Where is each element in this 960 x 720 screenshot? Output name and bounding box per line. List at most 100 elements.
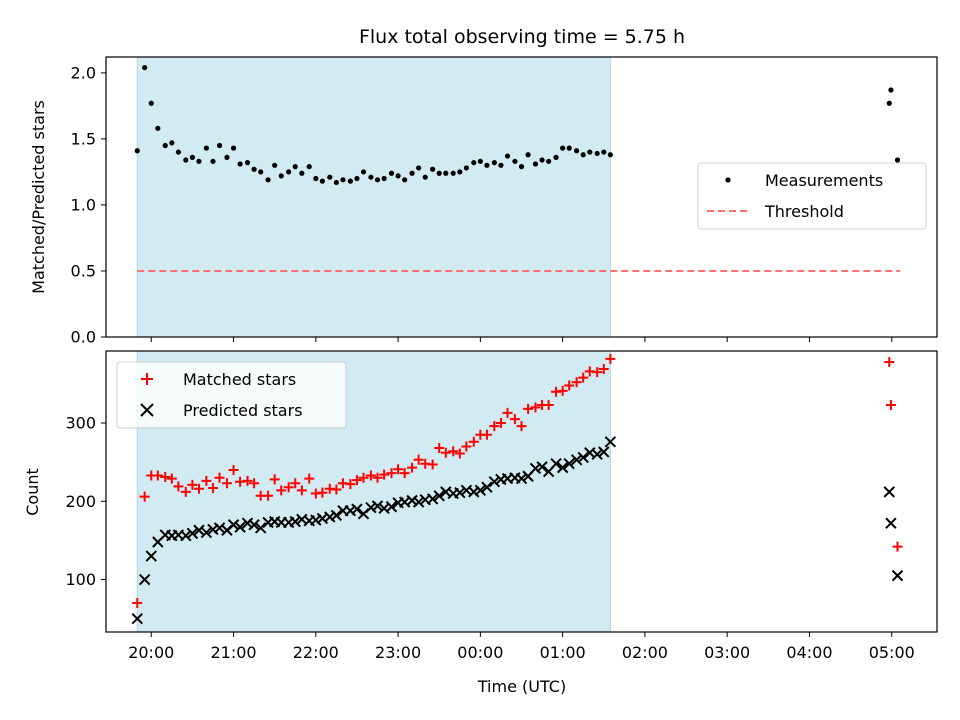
legend-label: Threshold — [764, 202, 844, 221]
data-point — [324, 511, 336, 523]
data-point — [457, 169, 463, 175]
data-point — [180, 486, 191, 497]
x-tick-label: 02:00 — [622, 643, 668, 662]
data-point — [587, 149, 593, 155]
x-tick-label: 21:00 — [210, 643, 256, 662]
data-point — [230, 145, 237, 151]
data-point — [448, 446, 459, 457]
data-point — [525, 152, 531, 158]
data-point — [381, 175, 387, 182]
data-point — [265, 177, 271, 183]
x-axis-label: Time (UTC) — [477, 677, 566, 696]
data-point — [440, 447, 451, 458]
data-point — [560, 145, 566, 151]
data-point — [216, 142, 223, 149]
data-point — [134, 148, 140, 154]
data-point — [203, 145, 209, 151]
data-point — [183, 157, 189, 163]
data-point — [162, 142, 168, 149]
data-point — [304, 473, 315, 484]
data-point — [481, 429, 492, 440]
data-point — [360, 169, 367, 175]
data-point — [248, 519, 260, 531]
data-point — [598, 364, 609, 375]
x-tick-label: 04:00 — [786, 643, 832, 662]
data-point — [292, 164, 298, 170]
data-point — [249, 478, 260, 489]
series-predicted-stars — [131, 436, 904, 625]
data-point — [477, 158, 483, 164]
y-tick-label: 2.0 — [71, 63, 96, 82]
data-point — [434, 443, 445, 454]
data-point — [385, 501, 398, 513]
top-y-axis-label: Matched/Predicted stars — [29, 100, 48, 294]
top-legend: Measurements Threshold — [697, 162, 927, 230]
data-point — [883, 486, 895, 498]
data-point — [594, 150, 600, 157]
data-point — [340, 177, 346, 183]
y-tick-label: 300 — [65, 414, 96, 433]
series-matched-stars — [132, 353, 903, 609]
data-point — [319, 178, 325, 184]
data-point — [515, 472, 528, 485]
x-tick-label: 00:00 — [457, 643, 503, 662]
legend-marker — [140, 403, 154, 417]
data-point — [474, 484, 487, 497]
data-point — [327, 174, 333, 180]
top-panel: 0.0 0.5 1.0 1.5 2.0 Measurements Threshold — [71, 56, 938, 347]
data-point — [566, 145, 572, 151]
data-point — [310, 514, 322, 526]
series-measurements — [134, 64, 901, 186]
data-point — [345, 479, 356, 490]
bottom-panel-frame — [105, 350, 938, 633]
data-point — [574, 148, 580, 154]
data-point — [193, 483, 204, 494]
data-point — [891, 569, 904, 582]
data-point — [530, 402, 541, 413]
data-point — [570, 454, 583, 466]
data-point — [885, 400, 896, 411]
data-point — [463, 165, 469, 171]
data-point — [416, 165, 422, 171]
data-point — [556, 461, 569, 474]
top-panel-frame — [105, 56, 938, 338]
data-point — [132, 598, 143, 609]
plot-layer: 0.0 0.5 1.0 1.5 2.0 Measurements Threshold 100 2… — [65, 56, 938, 662]
data-point — [489, 421, 500, 432]
data-point — [224, 154, 230, 160]
data-point — [210, 158, 216, 164]
data-point — [175, 149, 182, 155]
data-point — [160, 472, 171, 483]
legend-marker — [141, 373, 153, 385]
data-point — [512, 158, 518, 164]
data-point — [591, 448, 603, 461]
x-tick-label: 22:00 — [293, 643, 339, 662]
data-point — [152, 470, 163, 481]
data-point — [563, 458, 575, 470]
data-point — [237, 161, 243, 167]
data-point — [386, 468, 397, 479]
data-point — [278, 173, 284, 179]
data-point — [193, 524, 205, 536]
data-point — [888, 87, 894, 93]
data-point — [516, 421, 527, 432]
data-point — [207, 523, 219, 536]
data-point — [598, 446, 610, 458]
data-point — [399, 468, 410, 479]
data-point — [201, 475, 212, 486]
data-point — [504, 153, 511, 159]
data-point — [601, 149, 607, 155]
data-point — [529, 462, 542, 475]
legend-label: Measurements — [765, 171, 883, 190]
data-point — [166, 473, 177, 484]
data-point — [488, 476, 501, 488]
data-point — [461, 441, 472, 452]
data-point — [379, 469, 390, 480]
data-point — [580, 152, 586, 158]
x-tick-label: 20:00 — [128, 643, 174, 662]
data-point — [142, 64, 148, 71]
legend-marker — [725, 177, 731, 183]
data-point — [553, 154, 559, 160]
data-point — [347, 178, 353, 184]
